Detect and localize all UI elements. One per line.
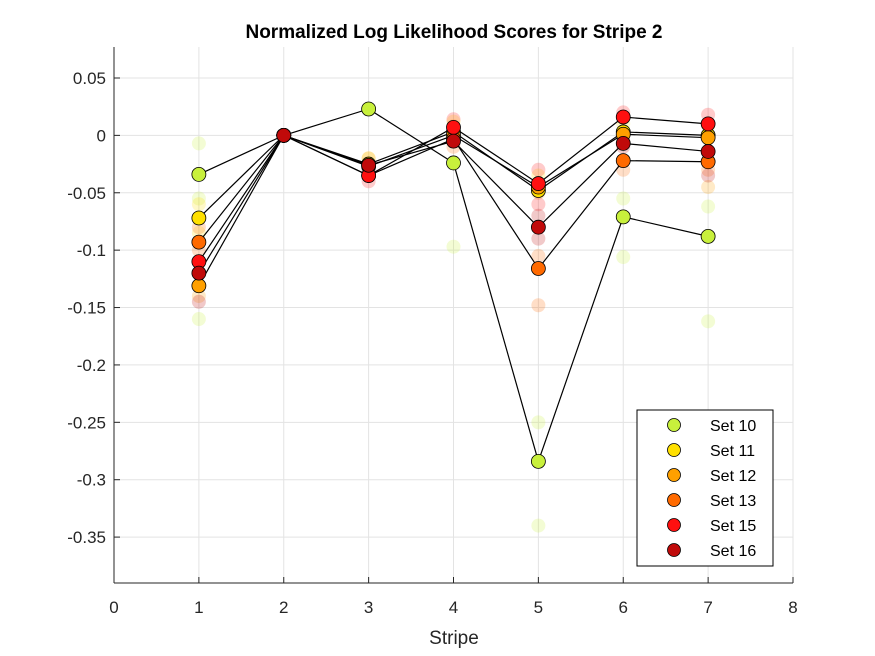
legend-marker bbox=[667, 518, 681, 532]
legend-marker bbox=[667, 543, 681, 557]
x-tick-label: 6 bbox=[619, 598, 628, 617]
y-tick-label: 0 bbox=[97, 126, 106, 145]
data-point bbox=[191, 210, 207, 226]
data-point bbox=[446, 133, 461, 149]
y-tick-label: -0.15 bbox=[67, 299, 106, 318]
data-point bbox=[191, 278, 207, 294]
faded-point bbox=[191, 191, 206, 206]
y-tick-label: -0.35 bbox=[67, 528, 106, 547]
faded-point bbox=[191, 197, 206, 212]
data-point bbox=[530, 219, 546, 235]
faded-point bbox=[531, 415, 546, 430]
legend-label: Set 12 bbox=[710, 468, 756, 485]
faded-point bbox=[531, 298, 546, 313]
x-tick-label: 8 bbox=[788, 598, 797, 617]
data-point bbox=[700, 116, 716, 132]
faded-point bbox=[701, 180, 716, 195]
x-tick-label: 2 bbox=[279, 598, 288, 617]
faded-point bbox=[191, 289, 206, 304]
legend-label: Set 10 bbox=[710, 418, 756, 435]
x-tick-label: 3 bbox=[364, 598, 373, 617]
faded-point bbox=[701, 199, 716, 214]
legend-label: Set 13 bbox=[710, 493, 756, 510]
y-tick-label: 0.05 bbox=[73, 69, 106, 88]
data-point bbox=[700, 228, 716, 244]
legend-label: Set 11 bbox=[710, 443, 755, 460]
data-point bbox=[615, 136, 631, 151]
data-point bbox=[615, 153, 631, 169]
data-point bbox=[191, 265, 207, 281]
data-point bbox=[361, 157, 377, 173]
faded-point bbox=[531, 231, 546, 246]
faded-point bbox=[616, 191, 631, 206]
data-point bbox=[700, 144, 716, 159]
x-axis-label: Stripe bbox=[429, 628, 479, 649]
y-tick-label: -0.3 bbox=[77, 471, 106, 490]
faded-point bbox=[191, 294, 206, 309]
legend-label: Set 16 bbox=[710, 543, 756, 560]
legend: Set 10 Set 11 Set 12 Set 13 Set 15 Set 16 bbox=[636, 409, 774, 567]
series-points bbox=[191, 101, 716, 469]
legend-label: Set 15 bbox=[710, 518, 756, 535]
legend-marker bbox=[667, 468, 681, 482]
data-point bbox=[530, 261, 546, 276]
faded-point bbox=[531, 162, 546, 177]
data-point bbox=[615, 209, 631, 225]
x-tick-labels: 0 1 2 3 4 5 6 7 8 bbox=[109, 598, 797, 617]
data-point bbox=[446, 155, 461, 171]
x-tick-label: 7 bbox=[703, 598, 712, 617]
faded-point bbox=[701, 314, 716, 329]
x-tick-label: 1 bbox=[194, 598, 203, 617]
data-point bbox=[700, 130, 716, 146]
data-point bbox=[530, 176, 546, 191]
faded-point bbox=[531, 518, 546, 533]
faded-point bbox=[531, 208, 546, 223]
faded-point bbox=[531, 197, 546, 212]
data-point bbox=[615, 109, 631, 125]
y-tick-label: -0.25 bbox=[67, 413, 106, 432]
data-point bbox=[446, 119, 461, 135]
x-tick-label: 0 bbox=[109, 598, 118, 617]
data-point bbox=[191, 234, 207, 250]
data-point bbox=[276, 127, 292, 143]
x-tick-label: 4 bbox=[449, 598, 458, 617]
data-point bbox=[191, 167, 207, 182]
legend-marker bbox=[667, 493, 681, 507]
x-tick-label: 5 bbox=[534, 598, 543, 617]
data-point bbox=[361, 101, 377, 117]
legend-box bbox=[636, 409, 774, 567]
faded-point bbox=[191, 312, 206, 327]
faded-point bbox=[531, 248, 546, 263]
axes bbox=[113, 47, 794, 584]
y-tick-label: -0.2 bbox=[77, 356, 106, 375]
y-tick-label: -0.1 bbox=[77, 241, 106, 260]
legend-marker bbox=[667, 443, 681, 457]
faded-point bbox=[616, 250, 631, 265]
faded-point bbox=[191, 136, 206, 151]
faded-point bbox=[701, 168, 716, 183]
legend-marker bbox=[667, 418, 681, 432]
y-tick-label: -0.05 bbox=[67, 184, 106, 203]
data-point bbox=[530, 453, 546, 469]
y-tick-labels: 0.05 0 -0.05 -0.1 -0.15 -0.2 -0.25 -0.3 -0.35 bbox=[67, 69, 106, 547]
chart-title: Normalized Log Likelihood Scores for Str… bbox=[245, 22, 662, 43]
faded-point bbox=[446, 239, 461, 254]
